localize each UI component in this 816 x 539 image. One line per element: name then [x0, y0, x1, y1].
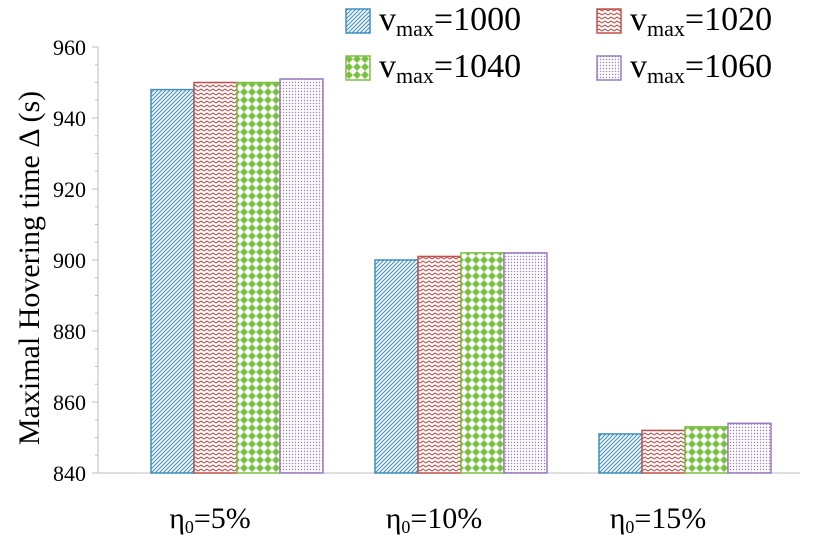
legend-label: vmax=1060	[630, 47, 773, 88]
bar-3-2	[641, 429, 686, 474]
bar-2-1	[374, 259, 419, 474]
x-category-label: η0=15%	[609, 502, 707, 537]
y-tick-label: 940	[53, 106, 86, 131]
bar-2-4	[503, 252, 548, 474]
y-axis-label: Maximal Hovering time Δ (s)	[13, 90, 46, 446]
bar-1-4	[279, 78, 324, 474]
x-category-label: η0=5%	[169, 502, 251, 537]
legend-item: vmax=1040	[345, 48, 521, 88]
legend-label: vmax=1020	[630, 0, 773, 41]
legend-swatch	[345, 8, 371, 34]
y-tick-label: 880	[53, 319, 86, 344]
legend-swatch	[345, 55, 371, 81]
bar-1-2	[193, 81, 238, 474]
y-tick-label: 860	[53, 390, 86, 415]
y-tick-label: 960	[53, 35, 86, 60]
bar-2-2	[417, 255, 462, 474]
legend-item: vmax=1020	[596, 1, 772, 41]
bar-3-1	[598, 433, 643, 474]
legend-label: vmax=1040	[379, 47, 522, 88]
legend-item: vmax=1000	[345, 1, 521, 41]
legend-swatch	[596, 8, 622, 34]
bar-3-4	[727, 422, 772, 474]
bar-2-3	[460, 252, 505, 474]
y-tick-label: 920	[53, 177, 86, 202]
bar-1-1	[150, 88, 195, 474]
x-category-label: η0=10%	[385, 502, 483, 537]
legend-item: vmax=1060	[596, 48, 772, 88]
y-tick-label: 900	[53, 248, 86, 273]
bar-3-3	[684, 426, 729, 474]
legend-swatch	[596, 55, 622, 81]
legend-label: vmax=1000	[379, 0, 522, 41]
y-tick-label: 840	[53, 461, 86, 486]
bar-1-3	[236, 81, 281, 474]
